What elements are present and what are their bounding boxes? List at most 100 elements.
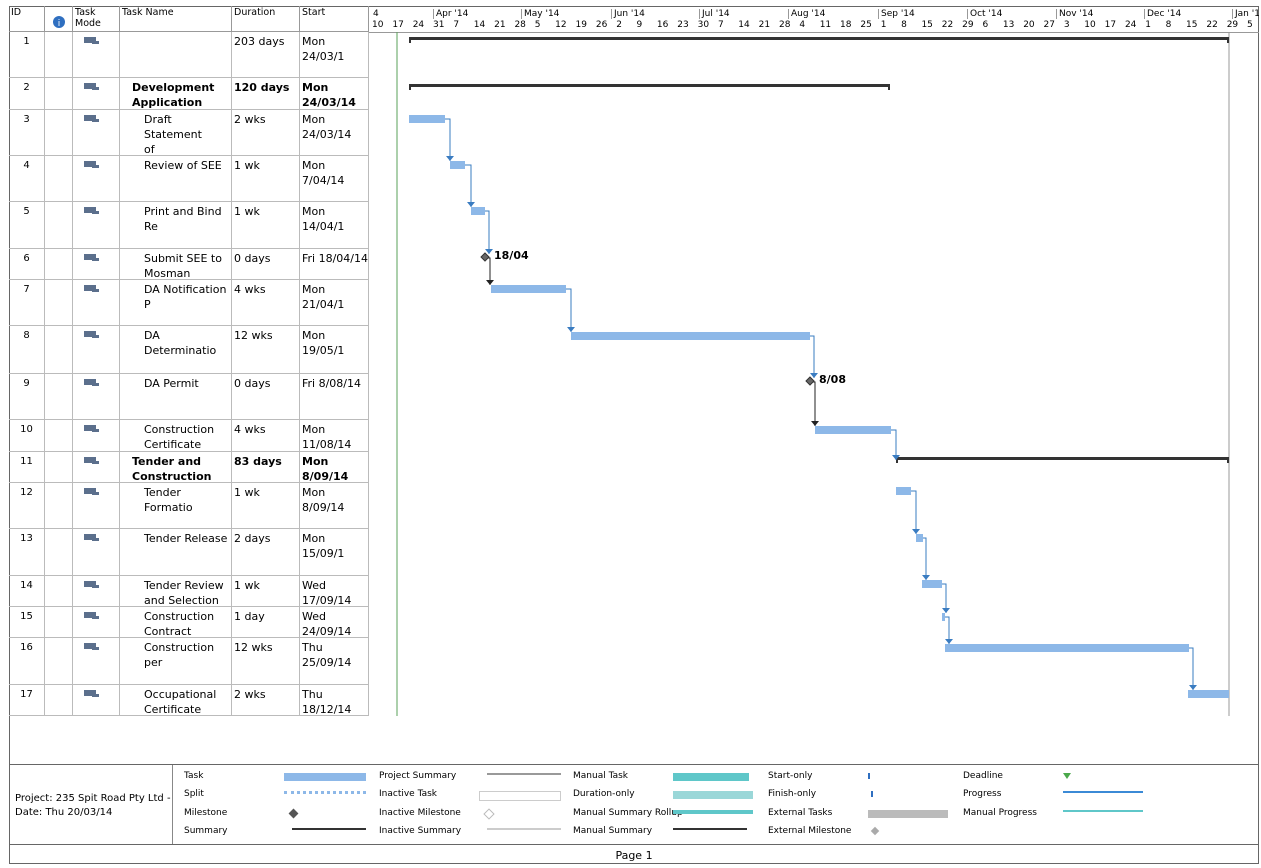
task-name[interactable]: Construction Contract Placed (120, 607, 232, 637)
task-name[interactable]: Print and Bind Re (120, 202, 232, 248)
task-row[interactable]: 10 Construction Certificate 4 wks Mon 11/08… (9, 420, 369, 452)
task-duration[interactable]: 2 wks (232, 110, 300, 155)
task-name[interactable]: Development Application (120, 78, 232, 109)
task-bar-14[interactable] (922, 580, 942, 588)
task-start[interactable]: Mon 14/04/1 (300, 202, 369, 248)
task-name[interactable]: DA Determinatio (120, 326, 232, 373)
task-row[interactable]: 9 DA Permit 0 days Fri 8/08/14 (9, 374, 369, 420)
task-start[interactable]: Mon 7/04/14 (300, 156, 369, 201)
task-row[interactable]: 8 DA Determinatio 12 wks Mon 19/05/1 (9, 326, 369, 374)
task-mode[interactable] (73, 638, 120, 684)
task-name[interactable]: Construction Certificate (120, 420, 232, 451)
task-mode[interactable] (73, 280, 120, 325)
task-row[interactable]: 13 Tender Release 2 days Mon 15/09/1 (9, 529, 369, 576)
task-duration[interactable]: 1 wk (232, 483, 300, 528)
summary-bar-project-cap-end[interactable] (1227, 37, 1229, 43)
task-name[interactable]: Occupational Certificate (120, 685, 232, 715)
task-row[interactable]: 14 Tender Review and Selection 1 wk Wed 17/… (9, 576, 369, 607)
task-row[interactable]: 17 Occupational Certificate 2 wks Thu 18/12… (9, 685, 369, 716)
task-bar-17[interactable] (1188, 690, 1229, 698)
col-header-info[interactable]: i (45, 6, 73, 32)
task-mode[interactable] (73, 110, 120, 155)
task-bar-4[interactable] (450, 161, 465, 169)
task-start[interactable]: Thu 18/12/14 (300, 685, 369, 715)
task-start[interactable]: Thu 25/09/14 (300, 638, 369, 684)
task-start[interactable]: Mon 8/09/14 (300, 452, 369, 482)
task-mode[interactable] (73, 452, 120, 482)
task-name[interactable]: Review of SEE (120, 156, 232, 201)
task-duration[interactable]: 12 wks (232, 326, 300, 373)
task-mode[interactable] (73, 326, 120, 373)
task-bar-13[interactable] (916, 534, 923, 542)
task-name[interactable]: Tender Release (120, 529, 232, 575)
task-start[interactable]: Mon 24/03/14 (300, 78, 369, 109)
col-header-duration[interactable]: Duration (232, 6, 300, 32)
task-row[interactable]: 2 Development Application 120 days Mon 24/0… (9, 78, 369, 110)
task-bar-3[interactable] (409, 115, 445, 123)
task-duration[interactable]: 83 days (232, 452, 300, 482)
task-duration[interactable]: 120 days (232, 78, 300, 109)
summary-bar-tender-cap-end[interactable] (1227, 457, 1229, 463)
task-bar-7[interactable] (491, 285, 566, 293)
task-duration[interactable]: 0 days (232, 374, 300, 419)
summary-bar-development-cap-start[interactable] (409, 84, 411, 90)
task-bar-5[interactable] (471, 207, 485, 215)
task-name[interactable]: Submit SEE to Mosman Council (120, 249, 232, 279)
task-row[interactable]: 4 Review of SEE 1 wk Mon 7/04/14 (9, 156, 369, 202)
task-mode[interactable] (73, 685, 120, 715)
task-start[interactable]: Mon 24/03/1 (300, 32, 369, 77)
task-mode[interactable] (73, 78, 120, 109)
summary-bar-project-cap-start[interactable] (409, 37, 411, 43)
task-mode[interactable] (73, 202, 120, 248)
task-name[interactable]: DA Notification P (120, 280, 232, 325)
task-duration[interactable]: 12 wks (232, 638, 300, 684)
task-mode[interactable] (73, 32, 120, 77)
task-name[interactable] (120, 32, 232, 77)
task-start[interactable]: Fri 8/08/14 (300, 374, 369, 419)
task-bar-16[interactable] (945, 644, 1189, 652)
task-bar-12[interactable] (896, 487, 911, 495)
task-duration[interactable]: 4 wks (232, 280, 300, 325)
task-start[interactable]: Wed 24/09/14 (300, 607, 369, 637)
task-bar-8[interactable] (571, 332, 810, 340)
task-mode[interactable] (73, 156, 120, 201)
task-start[interactable]: Wed 17/09/14 (300, 576, 369, 606)
task-duration[interactable]: 0 days (232, 249, 300, 279)
task-row[interactable]: 11 Tender and Construction 83 days Mon 8/09… (9, 452, 369, 483)
col-header-mode[interactable]: Task Mode (73, 6, 120, 32)
task-duration[interactable]: 4 wks (232, 420, 300, 451)
task-mode[interactable] (73, 607, 120, 637)
task-start[interactable]: Mon 8/09/14 (300, 483, 369, 528)
task-row[interactable]: 5 Print and Bind Re 1 wk Mon 14/04/1 (9, 202, 369, 249)
task-name[interactable]: Tender Formatio (120, 483, 232, 528)
task-duration[interactable]: 1 day (232, 607, 300, 637)
task-name[interactable]: Tender and Construction (120, 452, 232, 482)
task-duration[interactable]: 1 wk (232, 202, 300, 248)
task-row[interactable]: 16 Construction per 12 wks Thu 25/09/14 (9, 638, 369, 685)
task-start[interactable]: Mon 15/09/1 (300, 529, 369, 575)
task-mode[interactable] (73, 529, 120, 575)
summary-bar-development[interactable] (409, 84, 890, 87)
summary-bar-development-cap-end[interactable] (888, 84, 890, 90)
task-start[interactable]: Mon 19/05/1 (300, 326, 369, 373)
task-start[interactable]: Fri 18/04/14 (300, 249, 369, 279)
task-row[interactable]: 1 203 days Mon 24/03/1 (9, 32, 369, 78)
task-mode[interactable] (73, 420, 120, 451)
task-start[interactable]: Mon 21/04/1 (300, 280, 369, 325)
task-start[interactable]: Mon 24/03/14 (300, 110, 369, 155)
task-mode[interactable] (73, 374, 120, 419)
task-start[interactable]: Mon 11/08/14 (300, 420, 369, 451)
col-header-name[interactable]: Task Name (120, 6, 232, 32)
summary-bar-tender[interactable] (896, 457, 1229, 460)
task-mode[interactable] (73, 576, 120, 606)
task-duration[interactable]: 2 days (232, 529, 300, 575)
task-name[interactable]: Draft Statement of Environmental (120, 110, 232, 155)
col-header-start[interactable]: Start (300, 6, 369, 32)
col-header-id[interactable]: ID (9, 6, 45, 32)
summary-bar-tender-cap-start[interactable] (896, 457, 898, 463)
task-bar-15[interactable] (942, 613, 945, 621)
task-mode[interactable] (73, 249, 120, 279)
